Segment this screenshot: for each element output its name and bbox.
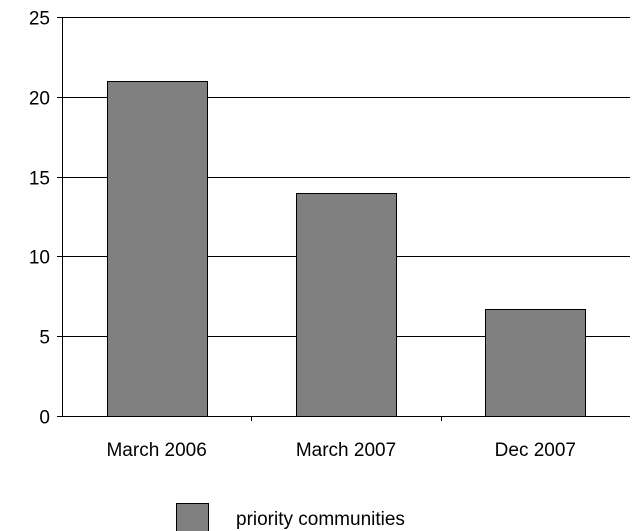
axes — [57, 17, 630, 421]
x-tick-labels: March 2006 March 2007 Dec 2007 — [106, 440, 576, 461]
y-tick-label: 5 — [39, 328, 50, 349]
y-tick-labels: 0 5 10 15 20 25 — [29, 9, 50, 429]
x-tick-label: March 2006 — [106, 440, 206, 461]
y-tick-label: 25 — [29, 9, 50, 30]
bar — [485, 309, 586, 417]
x-tick-label: Dec 2007 — [495, 440, 576, 461]
legend-swatch — [176, 503, 209, 531]
x-tick-label: March 2007 — [296, 440, 396, 461]
legend: priority communities — [176, 503, 405, 531]
y-tick-label: 20 — [29, 89, 50, 110]
legend-label: priority communities — [236, 509, 405, 530]
bar — [107, 81, 208, 417]
y-tick-label: 10 — [29, 248, 50, 269]
y-tick-label: 15 — [29, 169, 50, 190]
bars — [107, 81, 586, 417]
y-tick-label: 0 — [39, 408, 50, 429]
bar — [296, 193, 397, 417]
